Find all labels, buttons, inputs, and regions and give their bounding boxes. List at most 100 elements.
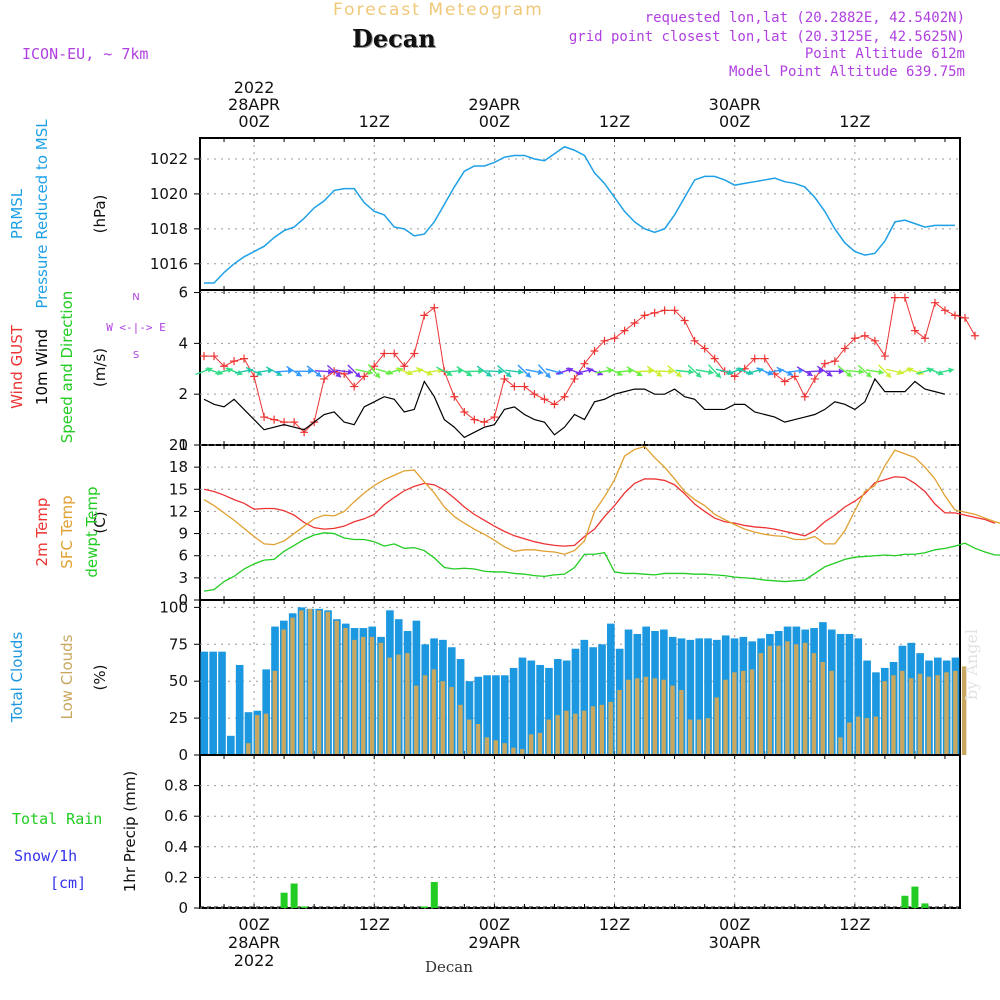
wind-arrow-head [656,371,662,377]
wind-direction-arrow [525,368,544,376]
gust-marker [790,372,799,381]
total-cloud-bar [836,633,845,755]
total-cloud-bar [209,651,217,755]
low-cloud-bar [378,642,384,755]
point-altitude: Point Altitude 612m [804,46,965,62]
gust-marker [450,392,459,401]
wind-direction-arrow [845,368,864,375]
gust-marker [370,362,379,371]
gust-marker [930,298,939,307]
wind-direction-arrow [896,367,914,376]
low-cloud-bar [794,644,799,755]
low-cloud-bar [343,628,348,755]
wind-arrow-head [485,371,492,377]
low-cloud-bar [829,670,834,755]
gust-marker [510,382,519,391]
total-cloud-bar [562,660,571,755]
total-cloud-bar [227,735,235,755]
gust-marker [640,311,649,320]
compass-north: N [132,292,139,303]
gust-marker [490,413,499,422]
bottom-time-label: 12Z [839,915,870,934]
gust-marker [600,336,609,345]
low-cloud-bar [431,669,437,755]
gust-marker [840,344,849,353]
gust-marker [500,374,509,383]
rain-bar [300,906,308,908]
low-cloud-bar [555,715,560,755]
wind-label-speed-dir: Speed and Direction [58,291,76,444]
low-cloud-bar [564,710,569,755]
low-cloud-bar [299,610,304,755]
low-cloud-bar [864,718,870,755]
low-cloud-bar [900,670,905,755]
wind-arrow-head [715,372,721,378]
clouds-ytick-label: 25 [169,709,188,727]
low-cloud-bar [352,639,357,755]
temperature-unit-label: (C) [91,511,109,533]
gust-marker [690,336,699,345]
total-cloud-bar [518,657,527,755]
gust-marker [961,313,970,322]
gust-marker [380,349,389,358]
low-cloud-bar [714,697,719,755]
gust-marker [800,392,809,401]
total-cloud-bar [854,638,863,755]
gust-line [204,297,976,434]
wind-arrow-head [648,368,654,375]
gust-marker [900,293,909,302]
low-cloud-bar [511,747,516,755]
wind-direction-arrow [315,368,334,375]
pressure-unit-label: (hPa) [91,195,109,234]
low-cloud-bar [634,678,640,755]
gust-marker [870,336,879,345]
low-cloud-bar [422,675,428,755]
low-cloud-bar [926,676,932,755]
compass-south: S [133,350,139,361]
total-cloud-bar [598,644,606,755]
low-cloud-bar [590,706,596,755]
panels: 1016101810201022024603691215182102550751… [150,137,1000,917]
gust-marker [290,418,299,427]
gust-marker [610,334,619,343]
low-cloud-bar [458,704,463,755]
low-cloud-bar [802,642,808,755]
total-cloud-bar [704,638,712,755]
rain-bar [911,886,919,908]
total-cloud-bar [695,638,704,755]
low-cloud-bar [387,657,392,755]
bottom-time-label: 30APR [709,933,761,952]
gust-marker [550,400,559,409]
wind-arrow-head [466,370,472,377]
low-cloud-bar [369,636,375,755]
wind-direction-arrow [245,366,263,376]
wind-arrow-head [308,368,314,375]
wind-direction-arrow [626,366,643,377]
wind-direction-arrow [816,365,833,377]
wind-direction-arrow [785,367,804,374]
gust-marker [420,311,429,320]
rain-bar [280,892,288,908]
temp-line-2 [203,532,1000,592]
rain-bar [921,903,929,908]
temp-label-2m: 2m Temp [33,498,51,567]
wind-arrow-head [537,369,544,376]
precip-ytick-label: 0.6 [164,807,188,825]
low-cloud-bar [334,620,339,755]
low-cloud-bar [307,608,313,755]
wind-arrow-head [327,368,334,375]
wind-direction-arrow [555,367,574,375]
gust-marker [910,326,919,335]
wind-direction-arrow [695,369,714,375]
wind-direction-arrow [776,366,794,376]
clouds-unit-label: (%) [91,665,109,691]
wind-direction-arrow [436,366,453,377]
wind-direction-arrow [655,368,674,375]
wind-arrow-head [708,369,714,375]
wind-direction-arrow [857,364,873,378]
wind-arrow-head [675,371,682,377]
wind-direction-arrow [326,364,342,378]
top-time-label: 30APR [709,95,761,114]
model-altitude: Model Point Altitude 639.75m [728,64,965,80]
